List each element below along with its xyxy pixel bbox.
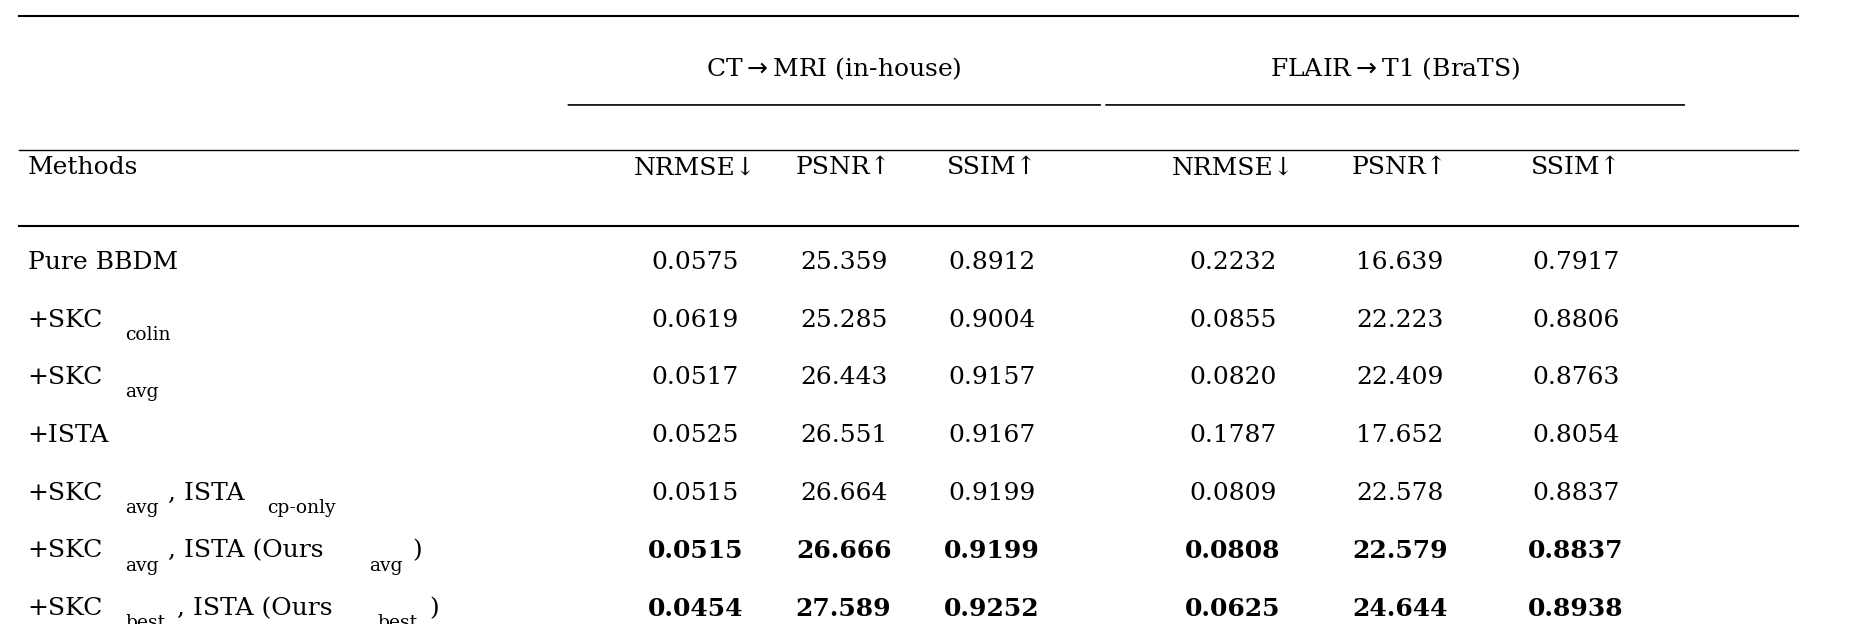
Text: 0.0855: 0.0855: [1188, 308, 1277, 331]
Text: 0.8837: 0.8837: [1531, 482, 1620, 505]
Text: +SKC: +SKC: [28, 539, 104, 562]
Text: 0.2232: 0.2232: [1188, 251, 1277, 274]
Text: 0.9167: 0.9167: [947, 424, 1036, 447]
Text: Pure BBDM: Pure BBDM: [28, 251, 178, 274]
Text: +SKC: +SKC: [28, 308, 104, 331]
Text: PSNR↑: PSNR↑: [795, 157, 892, 179]
Text: 0.0809: 0.0809: [1188, 482, 1277, 505]
Text: 22.409: 22.409: [1355, 366, 1444, 389]
Text: 0.8763: 0.8763: [1531, 366, 1620, 389]
Text: best: best: [124, 614, 165, 624]
Text: 0.7917: 0.7917: [1531, 251, 1620, 274]
Text: , ISTA (Ours: , ISTA (Ours: [176, 597, 332, 620]
Text: 0.8806: 0.8806: [1531, 308, 1620, 331]
Text: 0.8054: 0.8054: [1531, 424, 1620, 447]
Text: 27.589: 27.589: [795, 597, 892, 621]
Text: 0.0517: 0.0517: [651, 366, 740, 389]
Text: 26.664: 26.664: [799, 482, 888, 505]
Text: 26.666: 26.666: [795, 539, 892, 563]
Text: 0.0515: 0.0515: [647, 539, 743, 563]
Text: 0.9252: 0.9252: [944, 597, 1040, 621]
Text: 0.9199: 0.9199: [944, 539, 1040, 563]
Text: 0.0619: 0.0619: [651, 308, 740, 331]
Text: avg: avg: [124, 557, 159, 575]
Text: +SKC: +SKC: [28, 482, 104, 505]
Text: , ISTA: , ISTA: [169, 482, 245, 505]
Text: PSNR↑: PSNR↑: [1352, 157, 1448, 179]
Text: 0.0525: 0.0525: [651, 424, 740, 447]
Text: 0.9199: 0.9199: [947, 482, 1036, 505]
Text: cp-only: cp-only: [267, 499, 336, 517]
Text: 0.8837: 0.8837: [1528, 539, 1624, 563]
Text: NRMSE↓: NRMSE↓: [634, 157, 756, 179]
Text: 0.0808: 0.0808: [1185, 539, 1281, 563]
Text: 0.9157: 0.9157: [947, 366, 1036, 389]
Text: 25.359: 25.359: [799, 251, 888, 274]
Text: SSIM↑: SSIM↑: [947, 157, 1036, 179]
Text: 25.285: 25.285: [799, 308, 888, 331]
Text: 0.0575: 0.0575: [651, 251, 740, 274]
Text: FLAIR$\rightarrow$T1 (BraTS): FLAIR$\rightarrow$T1 (BraTS): [1270, 55, 1520, 82]
Text: avg: avg: [124, 499, 159, 517]
Text: 0.0454: 0.0454: [647, 597, 743, 621]
Text: 0.0820: 0.0820: [1188, 366, 1277, 389]
Text: 26.443: 26.443: [799, 366, 888, 389]
Text: , ISTA (Ours: , ISTA (Ours: [169, 539, 324, 562]
Text: CT$\rightarrow$MRI (in-house): CT$\rightarrow$MRI (in-house): [706, 55, 962, 82]
Text: 26.551: 26.551: [799, 424, 888, 447]
Text: avg: avg: [369, 557, 402, 575]
Text: +SKC: +SKC: [28, 366, 104, 389]
Text: ): ): [412, 539, 423, 562]
Text: 22.579: 22.579: [1352, 539, 1448, 563]
Text: SSIM↑: SSIM↑: [1531, 157, 1620, 179]
Text: 0.9004: 0.9004: [947, 308, 1036, 331]
Text: +ISTA: +ISTA: [28, 424, 109, 447]
Text: 17.652: 17.652: [1355, 424, 1444, 447]
Text: 0.8938: 0.8938: [1528, 597, 1624, 621]
Text: 22.578: 22.578: [1355, 482, 1444, 505]
Text: best: best: [378, 614, 417, 624]
Text: 0.8912: 0.8912: [947, 251, 1036, 274]
Text: Methods: Methods: [28, 157, 139, 179]
Text: 0.0515: 0.0515: [651, 482, 740, 505]
Text: 0.0625: 0.0625: [1185, 597, 1281, 621]
Text: 0.1787: 0.1787: [1188, 424, 1277, 447]
Text: colin: colin: [124, 326, 171, 344]
Text: ): ): [430, 597, 439, 620]
Text: 24.644: 24.644: [1352, 597, 1448, 621]
Text: 22.223: 22.223: [1355, 308, 1444, 331]
Text: +SKC: +SKC: [28, 597, 104, 620]
Text: NRMSE↓: NRMSE↓: [1172, 157, 1294, 179]
Text: avg: avg: [124, 384, 159, 401]
Text: 16.639: 16.639: [1355, 251, 1444, 274]
